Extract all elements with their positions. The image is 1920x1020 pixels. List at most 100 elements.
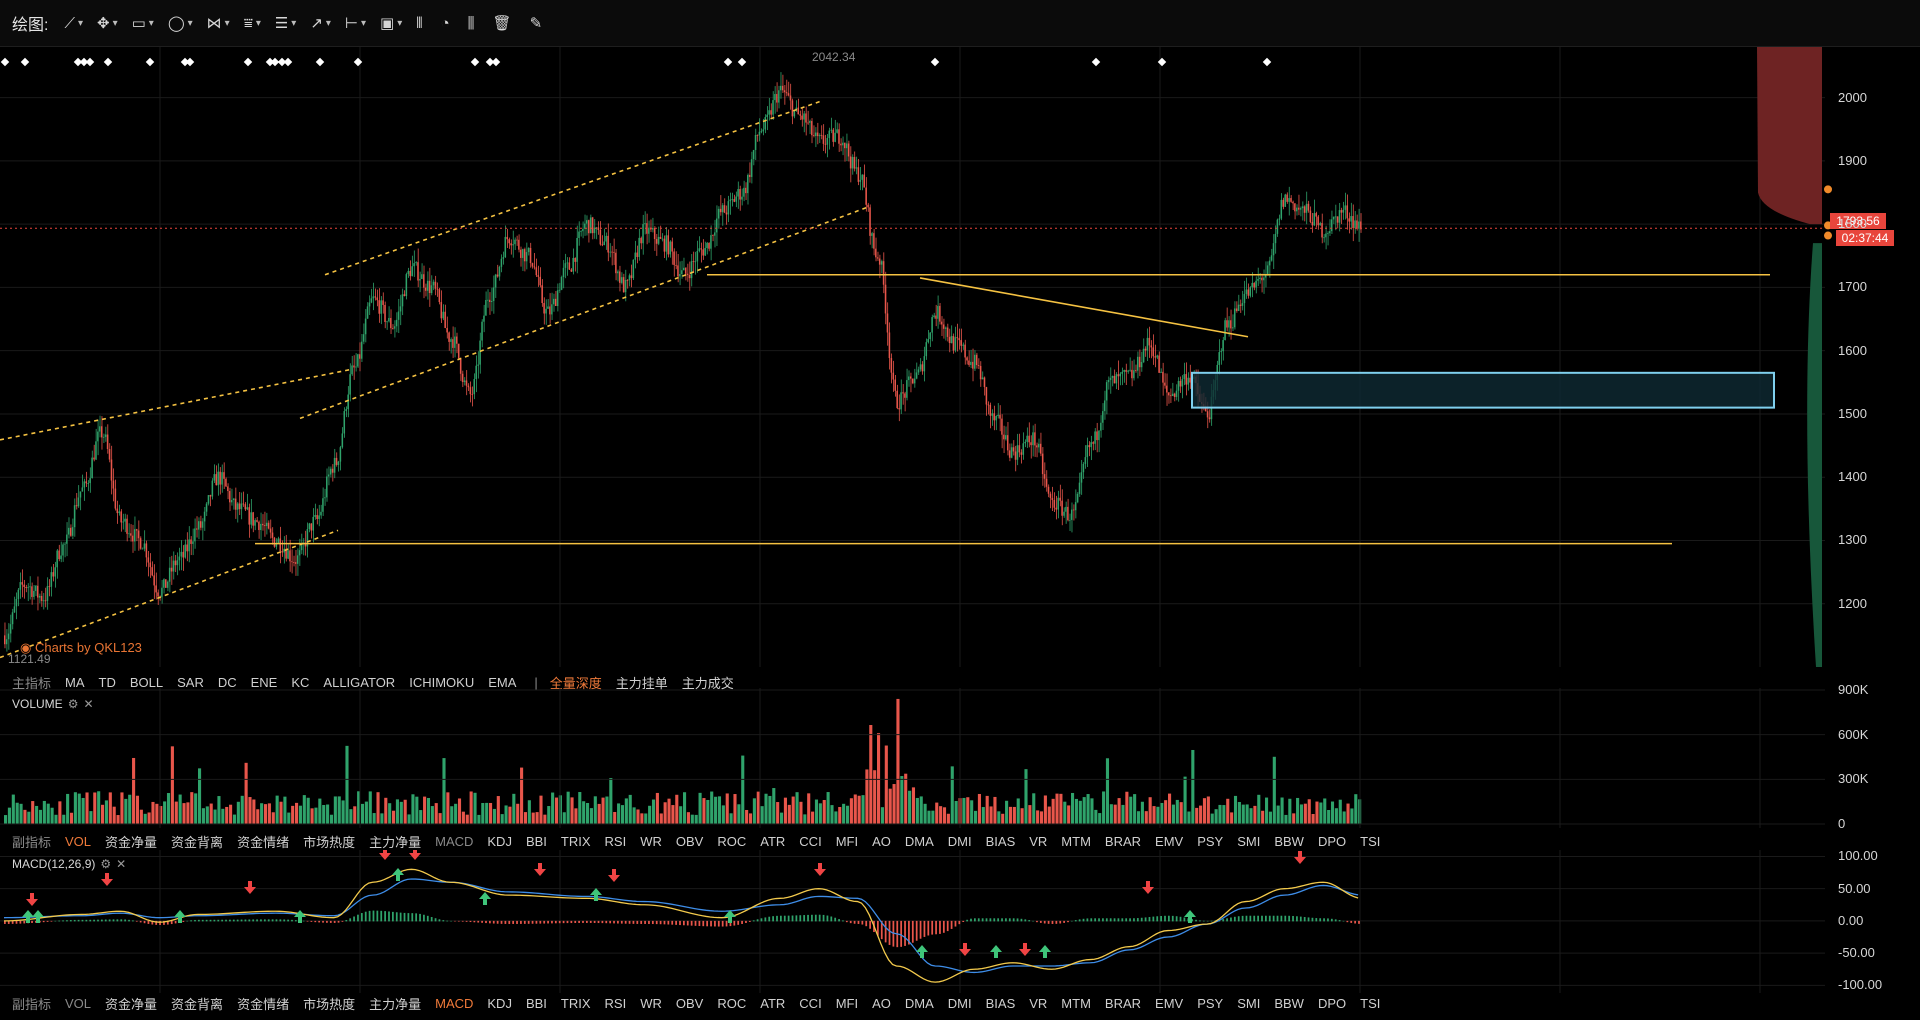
close-icon[interactable]: ✕ xyxy=(116,857,127,871)
chevron-down-icon[interactable]: ▾ xyxy=(291,17,297,29)
tab-kdj[interactable]: KDJ xyxy=(487,833,512,849)
tab-主力净量[interactable]: 主力净量 xyxy=(369,834,422,850)
event-marker[interactable] xyxy=(723,57,733,67)
tab-smi[interactable]: SMI xyxy=(1237,995,1261,1011)
tab-obv[interactable]: OBV xyxy=(675,833,704,849)
close-icon[interactable]: ✕ xyxy=(83,697,94,711)
tab-mtm[interactable]: MTM xyxy=(1061,995,1091,1011)
tab-ema[interactable]: EMA xyxy=(488,674,517,690)
tab-atr[interactable]: ATR xyxy=(760,995,786,1011)
chevron-down-icon[interactable]: ▾ xyxy=(224,17,230,29)
tab-ichimoku[interactable]: ICHIMOKU xyxy=(409,674,475,690)
tab-ao[interactable]: AO xyxy=(872,995,891,1011)
tab-smi[interactable]: SMI xyxy=(1237,833,1261,849)
tab-dmi[interactable]: DMI xyxy=(947,833,972,849)
tab-资金背离[interactable]: 资金背离 xyxy=(171,996,224,1012)
event-marker[interactable] xyxy=(1262,57,1272,67)
tab-资金情绪[interactable]: 资金情绪 xyxy=(237,996,290,1012)
tab-roc[interactable]: ROC xyxy=(717,833,747,849)
volume-chart[interactable] xyxy=(0,688,1920,828)
event-marker[interactable] xyxy=(185,57,195,67)
tab-psy[interactable]: PSY xyxy=(1197,833,1224,849)
event-marker[interactable] xyxy=(485,57,495,67)
tab-kc[interactable]: KC xyxy=(291,674,310,690)
price-zone[interactable] xyxy=(1191,371,1775,409)
ray-tool-button[interactable]: ✥ ▾ xyxy=(97,11,118,35)
gear-icon[interactable]: ⚙ xyxy=(100,857,112,871)
tab-dma[interactable]: DMA xyxy=(904,833,934,849)
tab-主力净量[interactable]: 主力净量 xyxy=(369,996,422,1012)
tab-obv[interactable]: OBV xyxy=(675,995,704,1011)
tab-dma[interactable]: DMA xyxy=(904,995,934,1011)
bars-pattern-button[interactable]: ⫴ xyxy=(416,15,422,32)
tab-dmi[interactable]: DMI xyxy=(947,995,972,1011)
tab-资金净量[interactable]: 资金净量 xyxy=(105,834,158,850)
ellipse-tool-button[interactable]: ◯ ▾ xyxy=(168,11,193,35)
zigzag-tool-button[interactable]: ⋈ ▾ xyxy=(207,11,230,35)
tab-wr[interactable]: WR xyxy=(640,833,662,849)
tab-vr[interactable]: VR xyxy=(1029,995,1048,1011)
trash-button[interactable]: 🗑 xyxy=(493,14,512,32)
price-chart[interactable] xyxy=(0,47,1920,667)
tab-cci[interactable]: CCI xyxy=(799,995,822,1011)
pencil-button[interactable]: ✎ xyxy=(530,14,543,32)
tab-emv[interactable]: EMV xyxy=(1155,995,1184,1011)
chevron-down-icon[interactable]: ▾ xyxy=(148,17,154,29)
tab-macd[interactable]: MACD xyxy=(435,995,474,1011)
event-marker[interactable] xyxy=(470,57,480,67)
tab-rsi[interactable]: RSI xyxy=(604,995,627,1011)
fibonacci-tool-button[interactable]: ☰ ▾ xyxy=(275,11,296,35)
tab-boll[interactable]: BOLL xyxy=(129,674,164,690)
tab-trix[interactable]: TRIX xyxy=(560,995,591,1011)
tab-brar[interactable]: BRAR xyxy=(1104,995,1142,1011)
chart-settings-button[interactable]: ◔ xyxy=(441,15,450,32)
chevron-down-icon[interactable]: ▾ xyxy=(255,17,261,29)
tab-主力挂单[interactable]: 主力挂单 xyxy=(615,675,668,691)
chevron-down-icon[interactable]: ▾ xyxy=(397,17,403,29)
event-marker[interactable] xyxy=(0,57,10,67)
comment-tool-button[interactable]: ▣ ▾ xyxy=(380,11,402,35)
event-marker[interactable] xyxy=(270,57,280,67)
chevron-down-icon[interactable]: ▾ xyxy=(187,17,193,29)
macd-chart[interactable] xyxy=(0,850,1920,995)
arrow-tool-button[interactable]: ↗ ▾ xyxy=(310,11,331,35)
tab-mfi[interactable]: MFI xyxy=(835,995,859,1011)
tab-dpo[interactable]: DPO xyxy=(1317,995,1347,1011)
tab-macd[interactable]: MACD xyxy=(435,833,474,849)
tab-ma[interactable]: MA xyxy=(65,674,85,690)
tab-alligator[interactable]: ALLIGATOR xyxy=(323,674,396,690)
event-marker[interactable] xyxy=(315,57,325,67)
tab-vol[interactable]: VOL xyxy=(65,833,92,849)
tab-dc[interactable]: DC xyxy=(217,674,237,690)
tab-ao[interactable]: AO xyxy=(872,833,891,849)
measure-tool-button[interactable]: ⊢ ▾ xyxy=(345,11,366,35)
chevron-down-icon[interactable]: ▾ xyxy=(112,17,118,29)
tab-rsi[interactable]: RSI xyxy=(604,833,627,849)
tab-mfi[interactable]: MFI xyxy=(835,833,859,849)
event-marker[interactable] xyxy=(353,57,363,67)
tab-bbw[interactable]: BBW xyxy=(1274,833,1304,849)
event-marker[interactable] xyxy=(85,57,95,67)
event-marker[interactable] xyxy=(277,57,287,67)
tab-bbw[interactable]: BBW xyxy=(1274,995,1304,1011)
pattern-tool-button[interactable]: ⩸ ▾ xyxy=(244,11,261,35)
tab-全量深度[interactable]: 全量深度 xyxy=(549,675,602,691)
event-marker[interactable] xyxy=(103,57,113,67)
chevron-down-icon[interactable]: ▾ xyxy=(325,17,331,29)
chevron-down-icon[interactable]: ▾ xyxy=(361,17,367,29)
tab-资金净量[interactable]: 资金净量 xyxy=(105,996,158,1012)
event-marker[interactable] xyxy=(491,57,501,67)
tab-vol[interactable]: VOL xyxy=(65,995,92,1011)
tab-wr[interactable]: WR xyxy=(640,995,662,1011)
line-tool-button[interactable]: ⟋ ▾ xyxy=(64,11,83,35)
tab-ene[interactable]: ENE xyxy=(250,674,278,690)
tab-市场热度[interactable]: 市场热度 xyxy=(303,834,356,850)
tab-市场热度[interactable]: 市场热度 xyxy=(303,996,356,1012)
tab-atr[interactable]: ATR xyxy=(760,833,786,849)
tab-brar[interactable]: BRAR xyxy=(1104,833,1142,849)
tab-trix[interactable]: TRIX xyxy=(560,833,591,849)
tab-资金情绪[interactable]: 资金情绪 xyxy=(237,834,290,850)
tab-tsi[interactable]: TSI xyxy=(1360,833,1381,849)
tab-bbi[interactable]: BBI xyxy=(525,833,547,849)
gear-icon[interactable]: ⚙ xyxy=(67,697,79,711)
